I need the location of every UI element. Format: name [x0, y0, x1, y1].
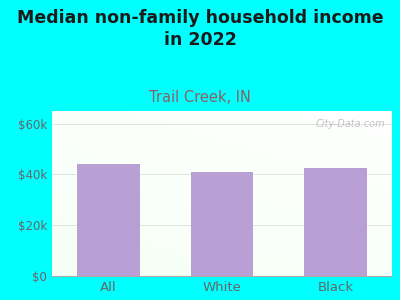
Bar	[78, 164, 140, 276]
Text: Trail Creek, IN: Trail Creek, IN	[149, 90, 251, 105]
Bar	[191, 172, 253, 276]
Bar	[304, 168, 366, 276]
Text: City-Data.com: City-Data.com	[316, 119, 385, 129]
Text: Median non-family household income
in 2022: Median non-family household income in 20…	[17, 9, 383, 49]
